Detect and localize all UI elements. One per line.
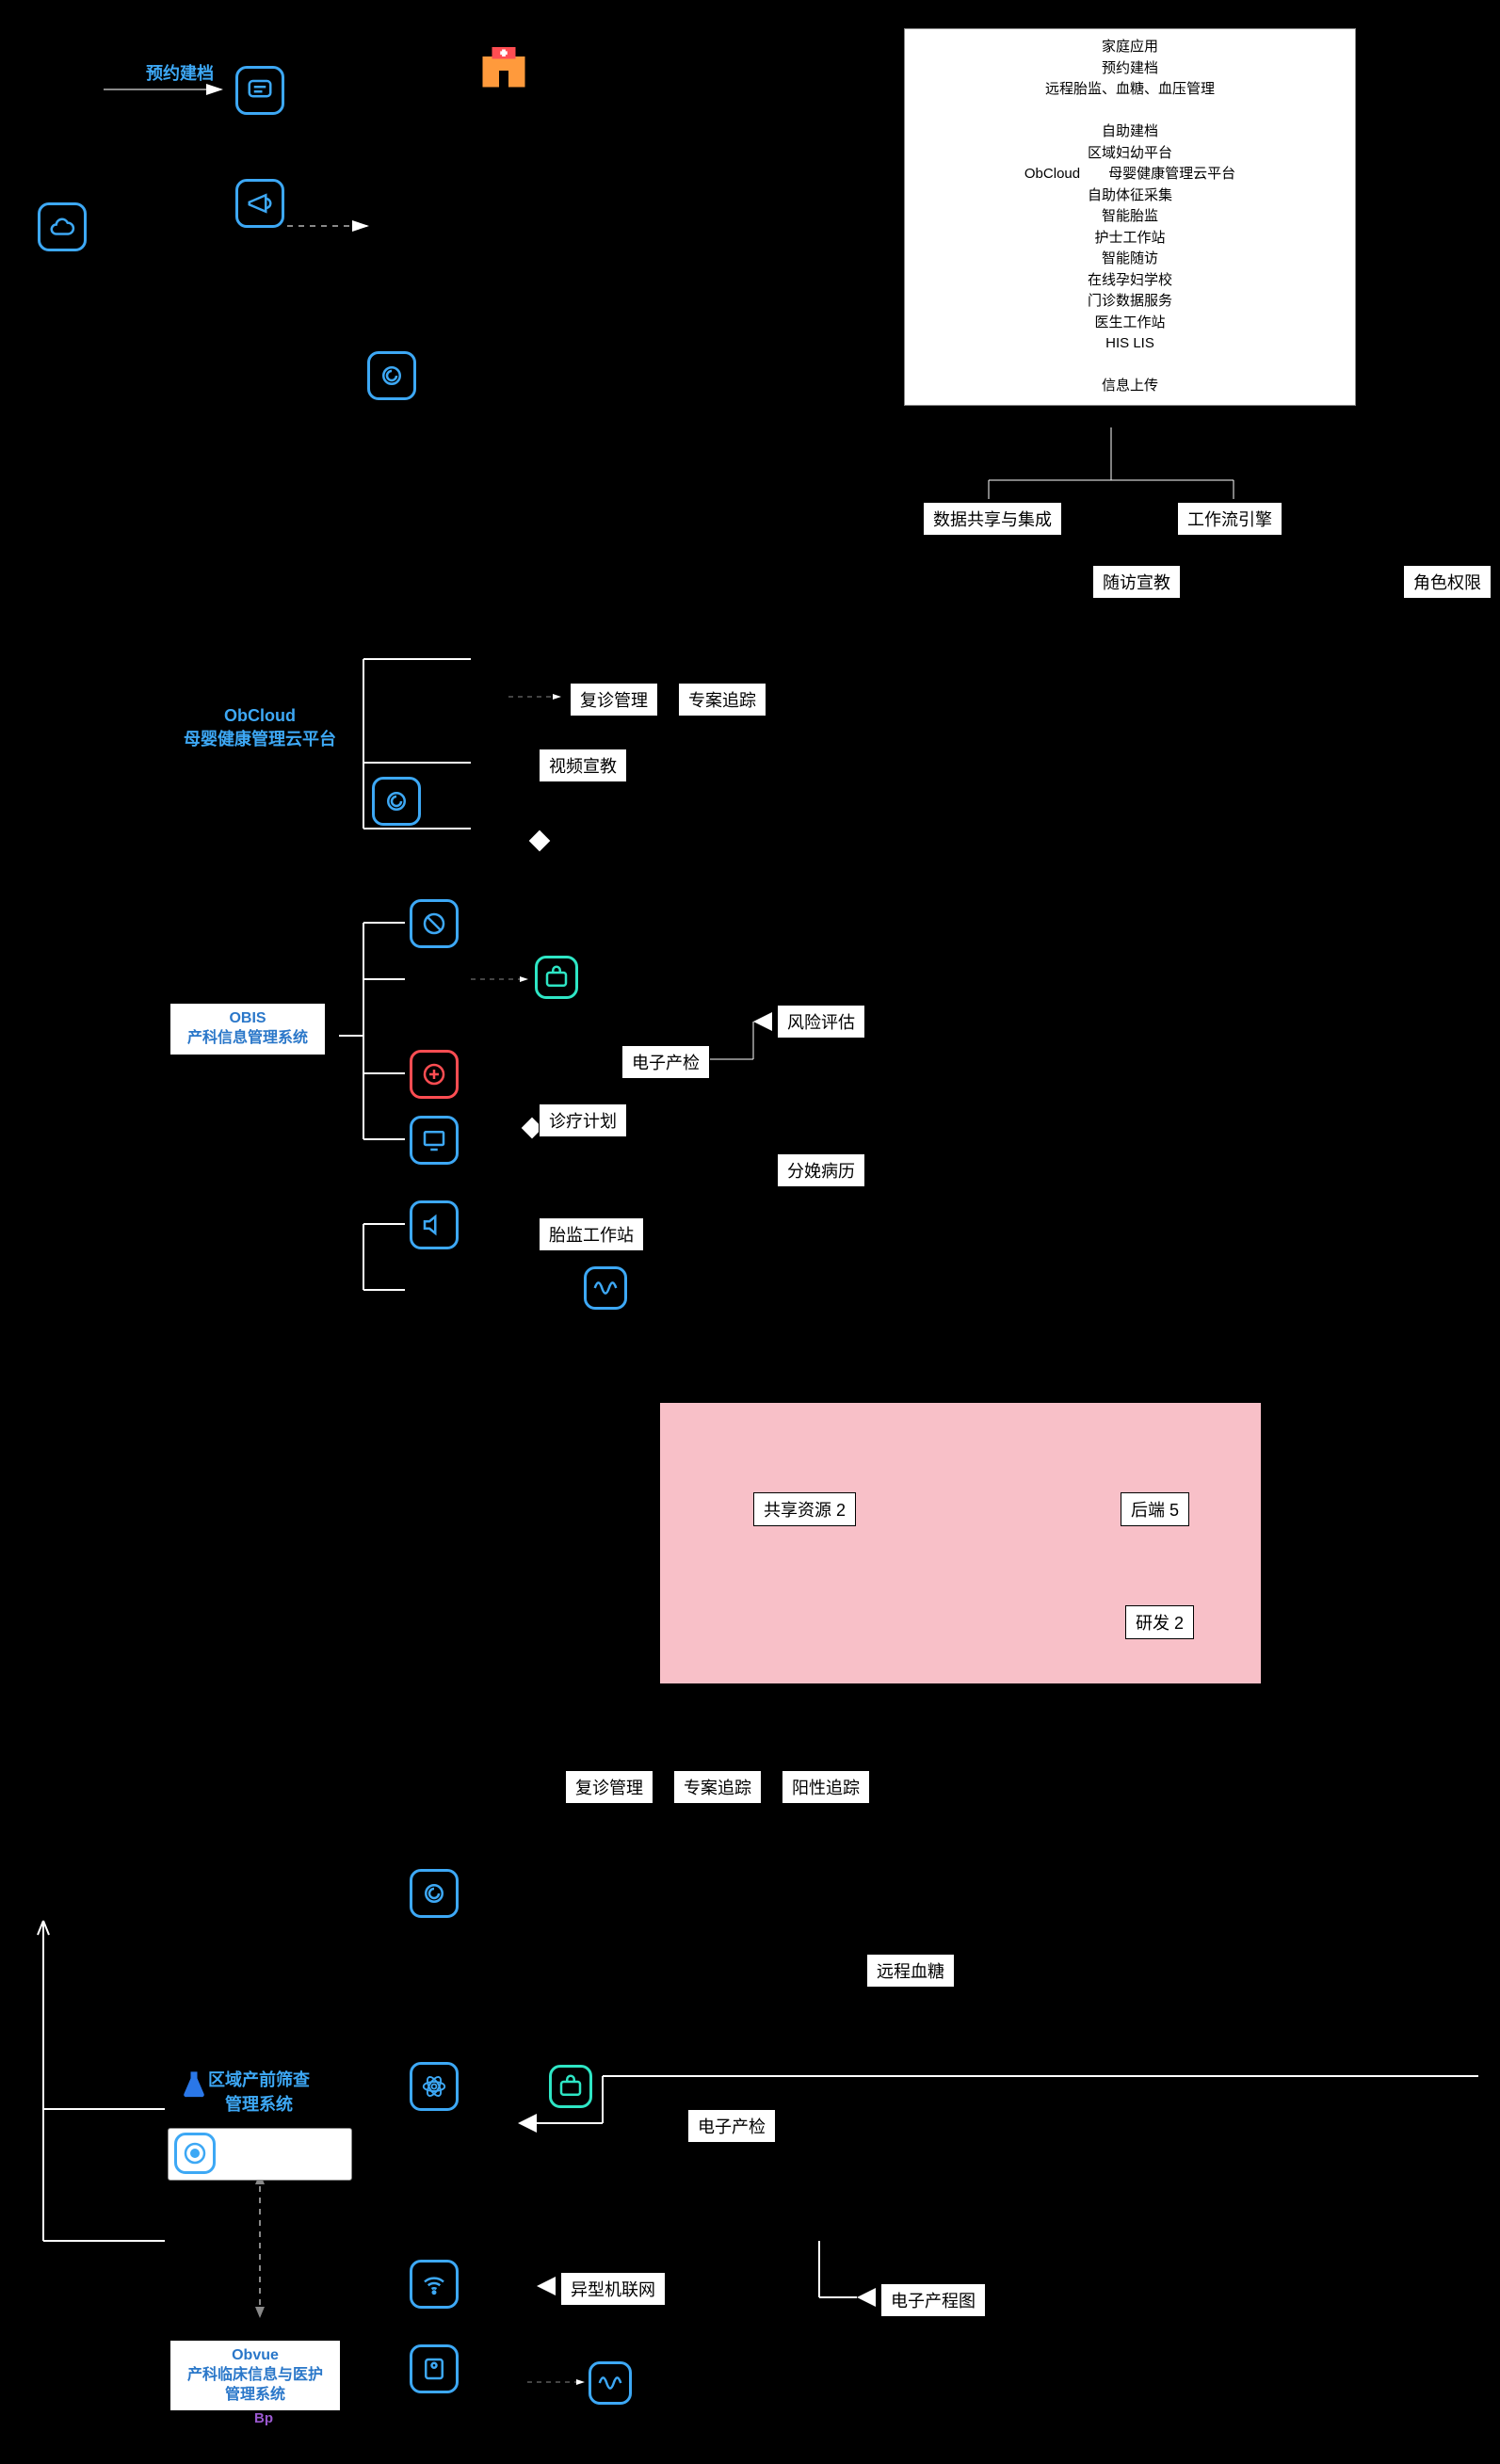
pink-zone: [659, 1402, 1262, 1684]
bp-label: Bp: [254, 2410, 273, 2426]
cloud-icon: [38, 202, 87, 251]
box-dzcj: 电子产检: [621, 1045, 710, 1079]
monitor-icon: [410, 1116, 459, 1165]
refresh-icon-2: [372, 777, 421, 826]
diamond-1: [529, 830, 551, 852]
refresh-icon: [367, 351, 416, 400]
box-spjx: 视频宣教: [539, 749, 627, 782]
pink-hd: 后端 5: [1121, 1492, 1189, 1526]
chat-icon: [235, 66, 284, 115]
box-sjgx: 数据共享与集成: [923, 502, 1062, 536]
hospital-icon: [476, 38, 532, 94]
pink-yf: 研发 2: [1125, 1605, 1194, 1639]
wifi-icon: [410, 2260, 459, 2309]
box-ycxt: 远程血糖: [866, 1954, 955, 1988]
region-label: 区域产前筛查 管理系统: [208, 2067, 310, 2116]
speaker-icon: [410, 1200, 459, 1249]
box-tjgzz: 胎监工作站: [539, 1217, 644, 1251]
device-icon: [410, 2344, 459, 2393]
wave-icon-2: [589, 2361, 632, 2405]
box-zazz2: 专案追踪: [673, 1770, 762, 1804]
briefcase-icon-2: [549, 2065, 592, 2108]
box-zljh: 诊疗计划: [539, 1103, 627, 1137]
forbid-icon: [410, 899, 459, 948]
box-fxpg: 风险评估: [777, 1005, 865, 1039]
obvue-box: Obvue 产科临床信息与医护 管理系统: [169, 2340, 341, 2411]
medical-icon: [410, 1050, 459, 1099]
box-fzgl2: 复诊管理: [565, 1770, 653, 1804]
megaphone-icon: [235, 179, 284, 228]
top-info-box: 家庭应用 预约建档 远程胎监、血糖、血压管理 自助建档 区域妇幼平台 ObClo…: [904, 28, 1356, 406]
region-rect: [168, 2128, 352, 2181]
obcloud-label: ObCloud 母婴健康管理云平台: [184, 706, 336, 750]
box-zazz: 专案追踪: [678, 683, 766, 717]
box-yxzz: 阳性追踪: [782, 1770, 870, 1804]
box-fmbl: 分娩病历: [777, 1153, 865, 1187]
pink-gxzy: 共享资源 2: [753, 1492, 856, 1526]
wave-icon: [584, 1266, 627, 1310]
flask-icon: [181, 2069, 207, 2103]
atom-icon: [410, 2062, 459, 2111]
box-yxjlw: 异型机联网: [560, 2272, 666, 2306]
box-jsqx: 角色权限: [1403, 565, 1492, 599]
box-gzl: 工作流引擎: [1177, 502, 1282, 536]
briefcase-icon: [535, 956, 578, 999]
obis-label-box: OBIS 产科信息管理系统: [169, 1003, 326, 1055]
refresh-icon-3: [410, 1869, 459, 1918]
box-dzcct: 电子产程图: [880, 2283, 986, 2317]
box-sfxj: 随访宣教: [1092, 565, 1181, 599]
label-yyjd: 预约建档: [146, 60, 214, 85]
box-fzgl: 复诊管理: [570, 683, 658, 717]
box-dzcj2: 电子产检: [687, 2109, 776, 2143]
